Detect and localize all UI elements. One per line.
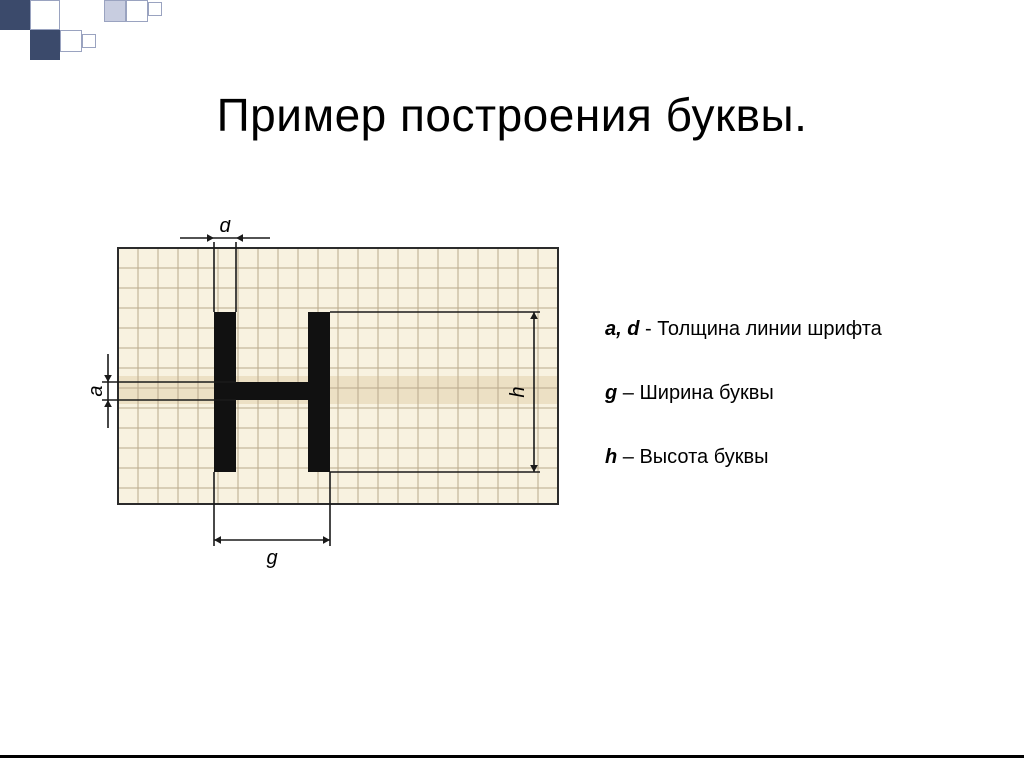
legend-row: g – Ширина буквы bbox=[605, 379, 1005, 407]
legend-key: a, d bbox=[605, 318, 639, 340]
footer-rule bbox=[0, 755, 1024, 758]
legend-key: h bbox=[605, 446, 617, 468]
legend-text: – Высота буквы bbox=[617, 446, 768, 468]
page-title: Пример построения буквы. bbox=[217, 89, 808, 141]
decor-square bbox=[126, 0, 148, 22]
legend-text: - Толщина линии шрифта bbox=[639, 318, 881, 340]
decor-square bbox=[82, 34, 96, 48]
decor-square bbox=[148, 2, 162, 16]
svg-text:g: g bbox=[266, 547, 277, 569]
decor-square bbox=[104, 0, 126, 22]
legend-row: a, d - Толщина линии шрифта bbox=[605, 315, 1005, 343]
decor-square bbox=[30, 0, 60, 30]
legend-text: – Ширина буквы bbox=[617, 382, 774, 404]
slide-decor bbox=[0, 0, 170, 60]
svg-text:a: a bbox=[85, 385, 107, 396]
decor-square bbox=[60, 30, 82, 52]
legend-key: g bbox=[605, 382, 617, 404]
decor-square bbox=[0, 0, 30, 30]
legend-row: h – Высота буквы bbox=[605, 443, 1005, 471]
decor-square bbox=[30, 30, 60, 60]
content: d a g h a, d - Толщина линии шрифта g – Шири… bbox=[0, 220, 1024, 640]
svg-text:d: d bbox=[219, 220, 231, 237]
letter-construction-diagram: d a g h bbox=[78, 220, 578, 580]
legend: a, d - Толщина линии шрифта g – Ширина бу… bbox=[605, 315, 1005, 507]
title-wrap: Пример построения буквы. bbox=[0, 88, 1024, 142]
svg-text:h: h bbox=[507, 386, 529, 397]
